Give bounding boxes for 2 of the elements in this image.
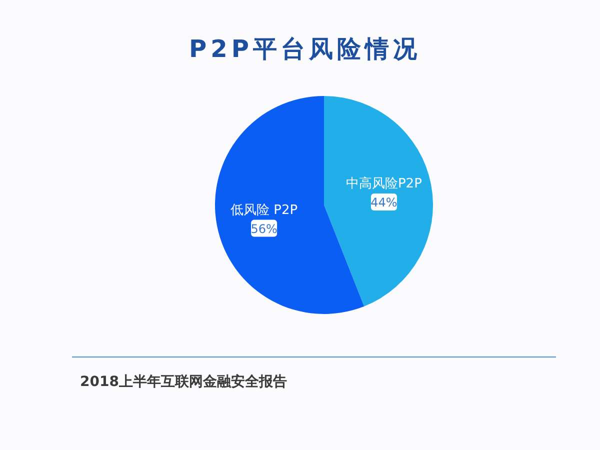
annotation: 2018上半年互联网金融安全报告 <box>80 374 287 390</box>
title: P2P平台风险情况 <box>189 35 421 63</box>
